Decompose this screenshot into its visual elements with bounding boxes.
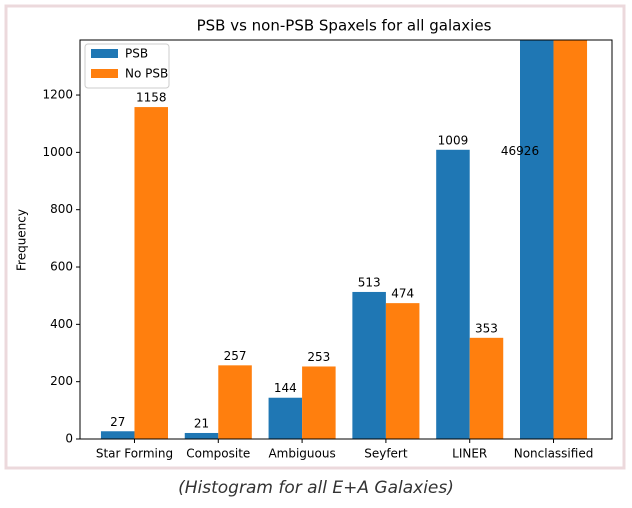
- value-label: 353: [475, 321, 498, 335]
- bar: [520, 40, 554, 439]
- y-tick-label: 800: [50, 202, 73, 216]
- value-label: 257: [224, 349, 247, 363]
- bar: [352, 291, 386, 439]
- x-tick-label: Nonclassified: [514, 447, 594, 461]
- y-tick-label: 1000: [42, 145, 73, 159]
- value-label: 253: [307, 350, 330, 364]
- x-tick-label: Composite: [186, 447, 250, 461]
- y-tick-label: 1200: [42, 88, 73, 102]
- value-label: 144: [274, 381, 297, 395]
- x-tick-label: Ambiguous: [268, 447, 335, 461]
- x-tick-label: Seyfert: [364, 447, 408, 461]
- bar: [436, 149, 470, 439]
- bar: [100, 431, 135, 439]
- value-label: 474: [391, 287, 414, 301]
- legend-swatch: [91, 69, 118, 78]
- value-label: 46926: [501, 144, 539, 158]
- bar: [302, 366, 336, 439]
- chart-title: PSB vs non-PSB Spaxels for all galaxies: [197, 17, 492, 35]
- plot-frame: [79, 39, 613, 440]
- value-label: 21: [194, 416, 209, 430]
- legend-label: PSB: [125, 47, 148, 61]
- value-label: 1009: [438, 133, 469, 147]
- y-tick-label: 0: [65, 432, 73, 446]
- value-label: 27: [110, 415, 125, 429]
- legend-label: No PSB: [125, 67, 168, 81]
- bar: [385, 303, 420, 439]
- value-label: 513: [358, 275, 381, 289]
- y-tick-label: 400: [50, 317, 73, 331]
- caption: (Histogram for all E+A Galaxies): [178, 478, 454, 498]
- y-tick-label: 600: [50, 260, 73, 274]
- bar: [184, 432, 219, 439]
- bar: [218, 365, 252, 439]
- bar: [134, 107, 168, 439]
- y-tick-label: 200: [50, 374, 73, 388]
- x-tick-label: Star Forming: [96, 447, 173, 461]
- chart: PSB vs non-PSB Spaxels for all galaxies …: [4, 4, 626, 470]
- bar: [553, 40, 588, 439]
- card-border: [4, 4, 626, 470]
- y-axis-label: Frequency: [15, 209, 29, 271]
- bar: [268, 397, 303, 439]
- x-tick-label: LINER: [452, 447, 487, 461]
- value-label: 1158: [136, 91, 167, 105]
- bar: [469, 337, 504, 439]
- legend-swatch: [91, 49, 118, 58]
